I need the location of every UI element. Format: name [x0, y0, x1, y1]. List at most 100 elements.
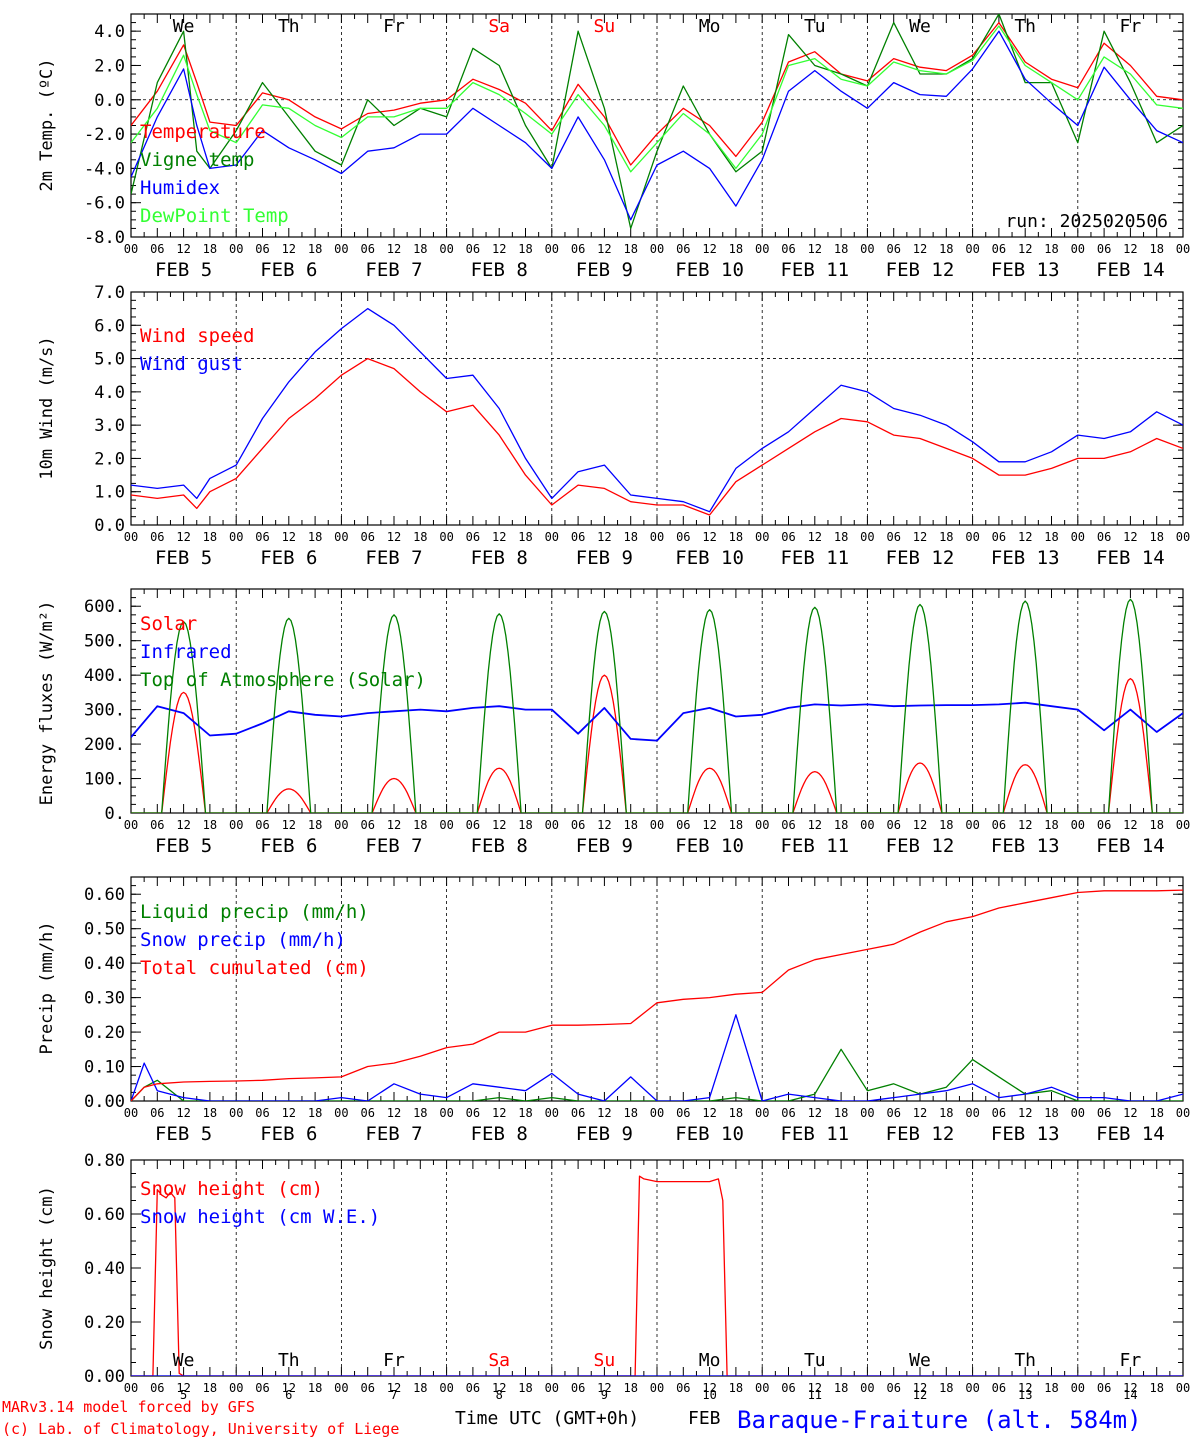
date-label: FEB 12: [886, 835, 955, 857]
legend-entry: Liquid precip (mm/h): [140, 901, 369, 923]
series-group: [131, 889, 1183, 1101]
legend-entry: Wind speed: [140, 325, 254, 347]
hour-tick-label: 12: [282, 818, 296, 832]
hour-tick-label: 12: [492, 818, 506, 832]
hour-tick-label: 18: [413, 530, 427, 544]
day-number-label: 7: [390, 1388, 397, 1402]
run-label: run: 2025020506: [1005, 211, 1168, 232]
hour-tick-label: 12: [387, 242, 401, 256]
hour-tick-label: 00: [229, 530, 243, 544]
hour-tick-label: 00: [650, 530, 664, 544]
hour-tick-label: 18: [518, 1381, 532, 1395]
hour-tick-label: 18: [729, 1381, 743, 1395]
hour-tick-label: 06: [360, 1106, 374, 1120]
hour-tick-label: 00: [545, 1106, 559, 1120]
day-number-label: 6: [285, 1388, 292, 1402]
hour-tick-label: 00: [439, 1106, 453, 1120]
hour-tick-label: 06: [886, 530, 900, 544]
hour-tick-label: 06: [150, 818, 164, 832]
hour-tick-label: 18: [308, 818, 322, 832]
date-label: FEB 13: [991, 835, 1060, 857]
hour-tick-label: 12: [1123, 242, 1137, 256]
hour-tick-label: 12: [1123, 530, 1137, 544]
hour-tick-label: 18: [834, 818, 848, 832]
panel-energy: 0. 100. 200. 300. 400. 500. 600. Energy fluxes …: [37, 588, 1190, 857]
date-label: FEB 6: [260, 1123, 317, 1145]
hour-tick-label: 06: [466, 530, 480, 544]
hour-tick-label: 18: [308, 1106, 322, 1120]
series-wind-gust: [131, 307, 1183, 513]
date-label: FEB 9: [576, 259, 633, 281]
hour-tick-label: 12: [492, 1381, 506, 1395]
hour-tick-label: 12: [913, 530, 927, 544]
hour-tick-label: 06: [992, 1381, 1006, 1395]
hour-tick-label: 06: [466, 818, 480, 832]
hour-tick-label: 06: [150, 530, 164, 544]
hour-tick-label: 00: [755, 818, 769, 832]
weekday-label: We: [173, 1350, 195, 1371]
weekday-label: We: [909, 1350, 931, 1371]
y-axis-title: Snow height (cm): [37, 1186, 57, 1350]
hour-tick-label: 00: [650, 242, 664, 256]
legend-entry: Total cumulated (cm): [140, 957, 369, 979]
hour-tick-label: 18: [939, 1106, 953, 1120]
hour-tick-label: 06: [1097, 1106, 1111, 1120]
hour-tick-label: 18: [1044, 1106, 1058, 1120]
y-tick-label: 0.40: [84, 1259, 125, 1279]
hour-tick-label: 00: [965, 242, 979, 256]
y-tick-label: 0.60: [84, 885, 125, 905]
y-tick-label: 500.: [84, 632, 125, 652]
hour-tick-label: 18: [834, 530, 848, 544]
date-label: FEB 7: [365, 1123, 422, 1145]
hour-tick-label: 06: [992, 818, 1006, 832]
hour-tick-label: 06: [255, 818, 269, 832]
hour-tick-label: 00: [860, 818, 874, 832]
weekday-label: Mo: [699, 16, 721, 37]
hour-tick-label: 00: [1176, 1106, 1190, 1120]
hour-tick-label: 12: [808, 1381, 822, 1395]
legend-entry: Temperature: [140, 121, 266, 143]
hour-tick-label: 00: [334, 242, 348, 256]
hour-tick-label: 00: [965, 530, 979, 544]
hour-tick-label: 18: [308, 1381, 322, 1395]
hour-tick-label: 00: [1071, 530, 1085, 544]
legend-entry: Snow height (cm W.E.): [140, 1206, 380, 1228]
series-temperature: [131, 21, 1183, 166]
date-label: FEB 6: [260, 259, 317, 281]
hour-tick-label: 00: [334, 530, 348, 544]
date-label: FEB 7: [365, 835, 422, 857]
date-label: FEB 10: [675, 259, 744, 281]
hour-tick-label: 06: [1097, 818, 1111, 832]
hour-tick-label: 00: [439, 530, 453, 544]
hour-tick-label: 12: [808, 530, 822, 544]
legend-entry: Top of Atmosphere (Solar): [140, 669, 426, 691]
y-tick-label: 0.60: [84, 1205, 125, 1225]
hour-tick-label: 00: [439, 818, 453, 832]
y-tick-label: -8.0: [84, 228, 125, 248]
date-label: FEB 14: [1096, 835, 1165, 857]
hour-tick-label: 18: [1044, 530, 1058, 544]
hour-tick-label: 06: [886, 242, 900, 256]
legend-entry: Snow precip (mm/h): [140, 929, 346, 951]
hour-tick-label: 06: [676, 818, 690, 832]
weekday-label: Su: [594, 1350, 616, 1371]
hour-tick-label: 18: [413, 818, 427, 832]
hour-tick-label: 06: [992, 1106, 1006, 1120]
y-tick-label: 2.0: [94, 56, 125, 76]
y-axis-title: 2m Temp. (ºC): [37, 58, 57, 191]
date-label: FEB 10: [675, 547, 744, 569]
legend-entry: DewPoint Temp: [140, 205, 289, 227]
hour-tick-label: 12: [913, 818, 927, 832]
weekday-label: Fr: [1120, 1350, 1142, 1371]
y-tick-label: 0.80: [84, 1151, 125, 1171]
date-label: FEB 8: [471, 835, 528, 857]
series-vigne-temp: [131, 14, 1183, 230]
y-tick-label: 0.20: [84, 1023, 125, 1043]
hour-tick-label: 00: [860, 1106, 874, 1120]
hour-tick-label: 12: [492, 530, 506, 544]
hour-tick-label: 00: [545, 1381, 559, 1395]
hour-tick-label: 06: [255, 530, 269, 544]
hour-tick-label: 00: [545, 530, 559, 544]
date-label: FEB 12: [886, 547, 955, 569]
